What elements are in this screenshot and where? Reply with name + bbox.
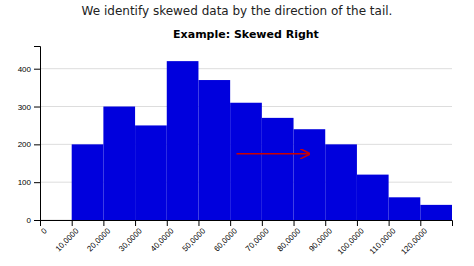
x-tick-label: 30,0000 <box>117 226 144 253</box>
y-tick-mark <box>34 144 40 145</box>
x-tick-label: 40,0000 <box>149 226 176 253</box>
bar <box>389 197 421 220</box>
x-tick-label: 50,0000 <box>180 226 207 253</box>
y-tick: 200 <box>18 140 40 149</box>
marks <box>72 61 452 220</box>
y-axis: 0 100 200 300 400 <box>18 47 41 226</box>
arrow <box>236 153 309 155</box>
bar <box>167 61 199 220</box>
x-tick-label: 20,0000 <box>85 226 112 253</box>
x-tick: 100,0000 <box>336 220 366 256</box>
x-tick: 30,0000 <box>117 220 144 253</box>
x-tick-label: 90,0000 <box>307 226 334 253</box>
bar <box>103 107 135 220</box>
x-tick: 40,0000 <box>149 220 176 253</box>
x-tick-label: 120,0000 <box>399 226 429 256</box>
title: Example: Skewed Right <box>173 28 319 41</box>
x-tick: 0 <box>39 220 49 236</box>
x-tick-mark <box>230 220 231 226</box>
x-axis-line <box>41 221 453 227</box>
subtitle: We identify skewed data by the direction… <box>82 4 393 18</box>
x-tick-mark <box>167 220 168 226</box>
x-tick: 90,0000 <box>307 220 334 253</box>
y-tick-label: 400 <box>18 65 32 74</box>
x-tick-mark <box>198 220 199 226</box>
bar <box>357 175 389 220</box>
y-tick-mark <box>34 220 40 221</box>
x-tick-mark <box>135 220 136 226</box>
x-tick-label: 70,0000 <box>244 226 271 253</box>
y-tick-mark <box>34 69 40 70</box>
bar <box>262 118 294 220</box>
x-tick: 60,0000 <box>212 220 239 253</box>
x-tick-mark <box>325 220 326 226</box>
x-tick-mark <box>72 220 73 226</box>
x-tick-mark <box>389 220 390 226</box>
bar <box>325 144 357 220</box>
y-tick-label: 300 <box>18 103 32 112</box>
x-tick-label: 80,0000 <box>276 226 303 253</box>
x-tick-mark <box>262 220 263 226</box>
x-tick-mark <box>420 220 421 226</box>
y-tick-label: 0 <box>27 216 32 225</box>
x-tick-mark <box>103 220 104 226</box>
y-tick-mark <box>34 107 40 108</box>
bar <box>294 129 326 220</box>
x-tick-label: 10,0000 <box>54 226 81 253</box>
y-axis-line <box>34 47 41 221</box>
x-tick-label: 0 <box>39 226 49 236</box>
bar <box>230 103 262 220</box>
x-tick: 70,0000 <box>244 220 271 253</box>
y-tick: 300 <box>18 103 40 112</box>
y-tick-label: 200 <box>18 140 32 149</box>
bar <box>420 205 452 220</box>
bar <box>72 144 104 220</box>
y-tick: 100 <box>18 178 40 187</box>
y-tick: 400 <box>18 65 40 74</box>
chart: We identify skewed data by the direction… <box>0 0 474 266</box>
y-tick-mark <box>34 182 40 183</box>
x-tick-mark <box>294 220 295 226</box>
x-tick-label: 100,0000 <box>336 226 366 256</box>
y-tick-label: 100 <box>18 178 32 187</box>
bar <box>135 125 167 220</box>
x-axis: 0 10,000020,000030,000040,000050,000060,0… <box>39 220 452 256</box>
x-tick-mark <box>357 220 358 226</box>
x-tick: 80,0000 <box>276 220 303 253</box>
y-tick: 0 <box>27 216 40 225</box>
x-tick-label: 60,0000 <box>212 226 239 253</box>
x-tick: 110,0000 <box>368 220 398 256</box>
grid <box>40 69 452 220</box>
x-tick: 120,0000 <box>399 220 429 256</box>
grid-line <box>40 68 452 69</box>
x-tick: 20,0000 <box>85 220 112 253</box>
x-tick-label: 110,0000 <box>368 226 398 256</box>
x-tick: 50,0000 <box>180 220 207 253</box>
bar <box>198 80 230 220</box>
plot: 0 10,000020,000030,000040,000050,000060,0… <box>18 47 453 257</box>
x-tick: 10,0000 <box>54 220 81 253</box>
